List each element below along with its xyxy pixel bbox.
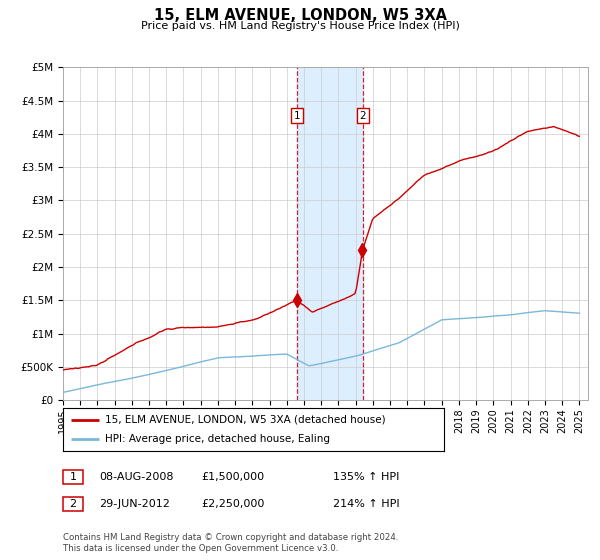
Text: 1: 1 xyxy=(70,472,76,482)
Text: Price paid vs. HM Land Registry's House Price Index (HPI): Price paid vs. HM Land Registry's House … xyxy=(140,21,460,31)
Text: 135% ↑ HPI: 135% ↑ HPI xyxy=(333,472,400,482)
Text: £2,250,000: £2,250,000 xyxy=(201,499,265,509)
Text: Contains HM Land Registry data © Crown copyright and database right 2024.
This d: Contains HM Land Registry data © Crown c… xyxy=(63,533,398,553)
Text: 2: 2 xyxy=(359,110,366,120)
Text: 08-AUG-2008: 08-AUG-2008 xyxy=(99,472,173,482)
Text: 15, ELM AVENUE, LONDON, W5 3XA (detached house): 15, ELM AVENUE, LONDON, W5 3XA (detached… xyxy=(105,415,386,424)
Bar xyxy=(297,67,363,400)
Text: 15, ELM AVENUE, LONDON, W5 3XA: 15, ELM AVENUE, LONDON, W5 3XA xyxy=(154,8,446,24)
Text: HPI: Average price, detached house, Ealing: HPI: Average price, detached house, Eali… xyxy=(105,435,330,444)
Text: 1: 1 xyxy=(293,110,300,120)
Text: 29-JUN-2012: 29-JUN-2012 xyxy=(99,499,170,509)
Text: 214% ↑ HPI: 214% ↑ HPI xyxy=(333,499,400,509)
Text: £1,500,000: £1,500,000 xyxy=(201,472,264,482)
Text: 2: 2 xyxy=(70,499,76,509)
